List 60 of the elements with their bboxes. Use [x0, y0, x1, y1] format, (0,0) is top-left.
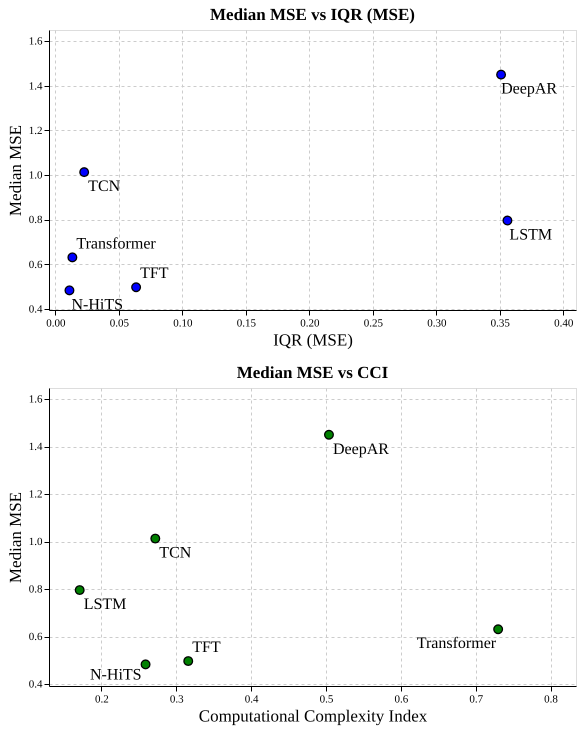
- y-tick-label: 1.4: [28, 80, 43, 92]
- annotation: N-HiTS: [90, 666, 142, 684]
- x-tick-label: 0.35: [490, 318, 510, 330]
- point: [493, 624, 504, 634]
- x-tick-label: 0.05: [110, 318, 130, 330]
- y-tick-label: 1.2: [28, 124, 42, 137]
- annotation: N-HiTS: [71, 296, 124, 314]
- x-axis-title: Computational Complexity Index: [198, 706, 428, 726]
- y-tick-label: 1.0: [28, 536, 43, 548]
- y-tick-label: 0.8: [28, 214, 43, 226]
- x-tick-label: 0.30: [427, 318, 447, 330]
- annotation: Transformer: [76, 235, 156, 252]
- y-tick-label: 1.0: [28, 170, 43, 182]
- x-tick-label: 0.15: [236, 318, 256, 330]
- annotation: LSTM: [509, 226, 552, 244]
- point: [74, 585, 85, 596]
- x-tick-label: 0.7: [469, 694, 484, 706]
- x-axis-title: IQR (MSE): [273, 330, 353, 350]
- y-tick-label: 0.4: [28, 678, 43, 691]
- y-tick-label: 0.6: [28, 258, 43, 271]
- point: [496, 70, 506, 80]
- y-tick-label: 1.6: [28, 36, 43, 48]
- y-tick-label: 0.6: [28, 631, 43, 644]
- x-tick-label: 0.4: [244, 694, 259, 706]
- x-tick-label: 0.40: [554, 318, 574, 330]
- point: [502, 216, 512, 226]
- point: [131, 282, 142, 292]
- point: [67, 252, 78, 262]
- point: [324, 430, 334, 440]
- annotation: DeepAR: [332, 440, 390, 458]
- y-tick-label: 1.6: [28, 394, 43, 406]
- annotation: TCN: [159, 544, 192, 562]
- annotation: TCN: [88, 178, 121, 196]
- y-tick-label: 0.8: [28, 584, 43, 596]
- point: [150, 534, 160, 544]
- y-tick-label: 0.4: [28, 303, 43, 316]
- y-tick-label: 1.4: [28, 441, 43, 454]
- chart-title: Median MSE vs CCI: [236, 363, 389, 382]
- x-tick-label: 0.5: [320, 694, 334, 706]
- y-tick-label: 1.2: [28, 488, 42, 501]
- y-axis-title: Median MSE: [6, 124, 25, 216]
- annotation: DeepAR: [501, 80, 558, 98]
- annotation: TFT: [192, 639, 221, 656]
- point: [183, 656, 194, 666]
- point: [64, 285, 74, 296]
- annotation: LSTM: [84, 596, 126, 614]
- x-tick-label: 0.25: [364, 318, 384, 330]
- y-axis-title: Median MSE: [6, 492, 25, 584]
- x-tick-label: 0.20: [300, 318, 320, 330]
- annotation: TFT: [140, 265, 169, 282]
- point: [79, 167, 90, 178]
- x-tick-label: 0.10: [173, 318, 193, 330]
- x-tick-label: 0.6: [394, 694, 409, 706]
- x-tick-label: 0.2: [95, 694, 109, 706]
- x-tick-label: 0.00: [46, 318, 66, 330]
- x-tick-label: 0.3: [170, 694, 184, 706]
- point: [140, 659, 151, 670]
- chart-title: Median MSE vs IQR (MSE): [210, 5, 415, 24]
- annotation: Transformer: [416, 635, 497, 652]
- x-tick-label: 0.8: [544, 694, 558, 706]
